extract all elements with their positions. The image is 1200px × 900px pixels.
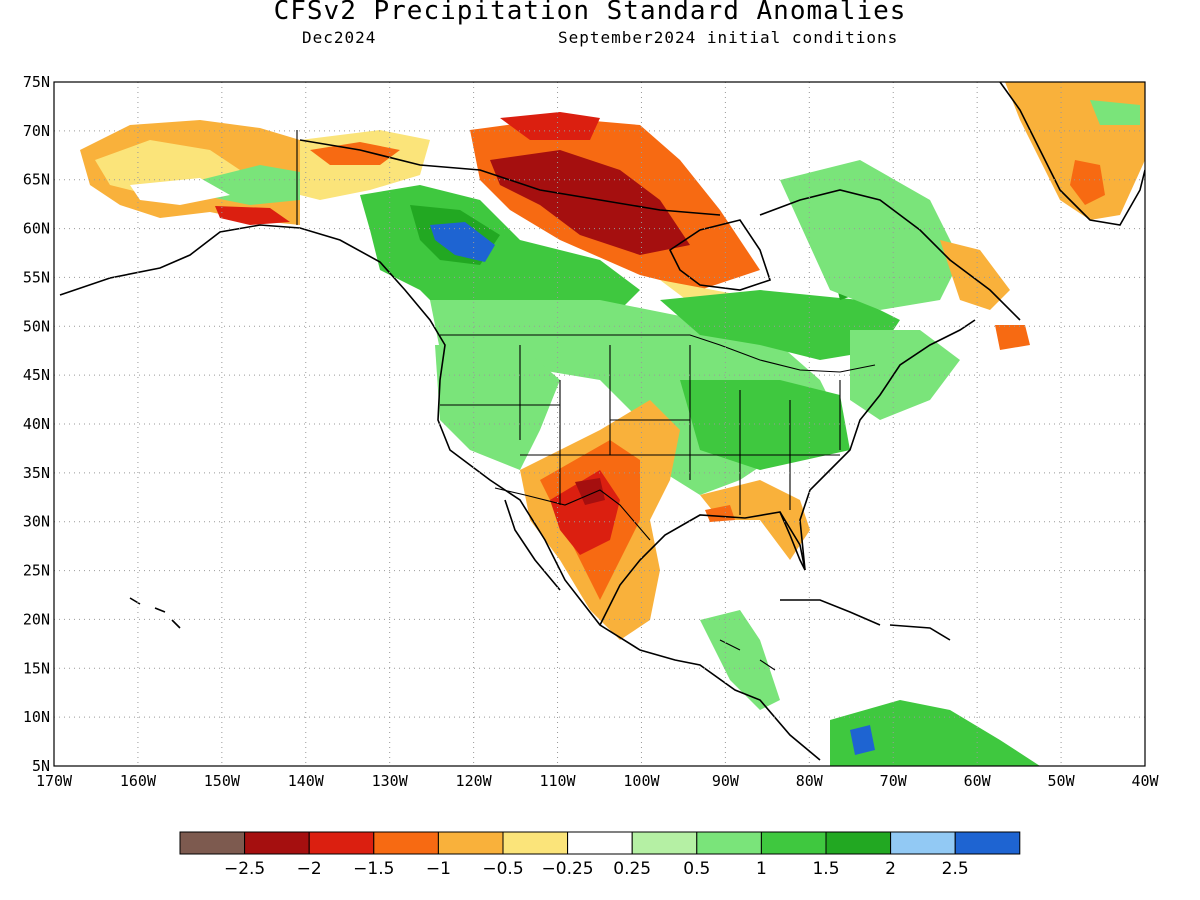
latitude-label: 5N	[32, 757, 50, 775]
longitude-label: 70W	[880, 772, 908, 790]
longitude-label: 170W	[36, 772, 73, 790]
colorbar-label: −0.5	[482, 859, 523, 879]
latitude-label: 30N	[23, 513, 50, 531]
colorbar-label: −1.5	[353, 859, 394, 879]
central-america-borders	[719, 639, 776, 671]
state-lines	[440, 345, 841, 515]
greenland-dry-core	[1070, 160, 1105, 205]
latitude-labels: 75N 70N 65N 60N 55N 50N 45N 40N 35N 30N 25N 20N 15N 1…	[23, 73, 50, 775]
longitude-labels: 170W 160W 150W 140W 130W 120W 110W 100W 90W 80W 70…	[36, 772, 1160, 790]
mackenzie-dry	[310, 142, 400, 165]
greenland-wet	[1090, 100, 1140, 125]
south-america-wet	[830, 700, 1040, 766]
latitude-label: 55N	[23, 268, 50, 286]
colorbar-swatch	[567, 831, 633, 855]
colorbar-label: 1.5	[812, 859, 839, 879]
colorbar-label: 2	[885, 859, 896, 879]
hispaniola	[889, 624, 951, 641]
colorbar-swatch	[631, 831, 698, 855]
alaska-south-dry	[215, 206, 290, 225]
us-canada-border	[440, 334, 876, 373]
gulf-coast-dry	[705, 505, 735, 522]
baja-california	[504, 499, 561, 591]
latitude-label: 15N	[23, 659, 50, 677]
longitude-label: 60W	[964, 772, 992, 790]
valid-month-label: Dec2024	[302, 28, 377, 47]
longitude-label: 100W	[623, 772, 660, 790]
longitude-label: 40W	[1131, 772, 1159, 790]
colorbar-swatch	[373, 831, 439, 855]
greenland-dry	[1005, 82, 1145, 220]
us-midwest-wet	[680, 380, 850, 470]
southeast-dry	[700, 480, 810, 560]
gulf-of-mexico-coast	[599, 511, 806, 626]
north-america-coastline	[59, 224, 821, 761]
central-america-wet	[700, 610, 780, 710]
colorbar-swatch	[308, 831, 375, 855]
latitude-label: 45N	[23, 366, 50, 384]
longitude-label: 130W	[372, 772, 409, 790]
grid-lines	[54, 82, 1145, 766]
great-lakes-wet	[660, 290, 900, 360]
longitude-label: 140W	[288, 772, 325, 790]
latitude-label: 75N	[23, 73, 50, 91]
colorbar-swatch	[760, 831, 827, 855]
quebec-wet	[780, 160, 960, 310]
colorbar-label: −2	[297, 859, 322, 879]
longitude-label: 160W	[120, 772, 157, 790]
colorbar-swatch	[179, 831, 246, 855]
longitude-label: 110W	[539, 772, 576, 790]
alaska-white	[130, 178, 230, 205]
latitude-label: 25N	[23, 562, 50, 580]
longitude-label: 50W	[1048, 772, 1076, 790]
us-mexico-border	[494, 487, 651, 541]
latitude-label: 60N	[23, 220, 50, 238]
colorbar-label: −1	[426, 859, 451, 879]
greenland-coast	[999, 82, 1145, 226]
colorbar-label: −2.5	[224, 859, 265, 879]
florida	[779, 511, 806, 571]
latitude-label: 35N	[23, 464, 50, 482]
us-west-wet	[435, 345, 560, 470]
colorbar-label: 0.5	[683, 859, 710, 879]
longitude-label: 90W	[712, 772, 740, 790]
cuba	[780, 599, 881, 626]
anomaly-shading	[80, 82, 1145, 766]
newfoundland-dry	[995, 325, 1030, 350]
colorbar-label: 2.5	[942, 859, 969, 879]
chart-title: CFSv2 Precipitation Standard Anomalies	[273, 0, 907, 26]
latitude-label: 40N	[23, 415, 50, 433]
east-coast	[799, 319, 976, 571]
latitude-label: 20N	[23, 610, 50, 628]
mexico-deep-dry	[575, 478, 605, 505]
labrador-coast	[759, 189, 1021, 321]
colorbar-swatch	[890, 831, 956, 855]
arctic-islands-dry	[500, 112, 600, 140]
longitude-label: 80W	[796, 772, 824, 790]
colombia-wet-peak	[850, 725, 875, 755]
colorbar-swatch	[825, 831, 892, 855]
colorbar-swatch	[244, 831, 310, 855]
colorbar-label: −0.25	[542, 859, 594, 879]
political-borders	[296, 130, 876, 671]
colorbar-swatch	[437, 831, 504, 855]
colorbar-label: 1	[756, 859, 767, 879]
colorbar-swatch	[954, 831, 1021, 855]
hudson-bay	[668, 219, 772, 291]
latitude-label: 10N	[23, 708, 50, 726]
colorbar-swatch	[502, 831, 569, 855]
colorbar-swatch	[696, 831, 762, 855]
longitude-label: 120W	[456, 772, 493, 790]
latitude-label: 65N	[23, 171, 50, 189]
map-frame	[53, 81, 1146, 767]
latitude-label: 70N	[23, 122, 50, 140]
bc-wet-peak	[430, 222, 495, 262]
longitude-label: 150W	[204, 772, 241, 790]
colorbar: −2.5 −2 −1.5 −1 −0.5 −0.25 0.25 0.5 1 1.5 2 2.5	[179, 831, 1021, 879]
latitude-label: 50N	[23, 317, 50, 335]
init-conditions-label: September2024 initial conditions	[558, 28, 899, 47]
colorbar-label: 0.25	[613, 859, 651, 879]
